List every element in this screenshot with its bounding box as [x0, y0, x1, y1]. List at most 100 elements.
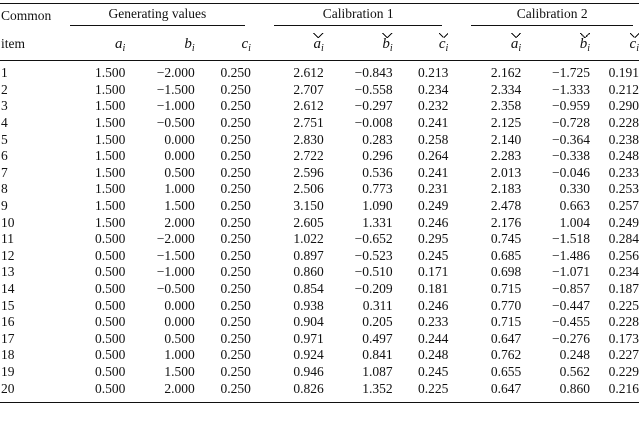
- value-cell: −1.500: [156, 81, 195, 97]
- item-number-cell: 19: [1, 363, 15, 379]
- value-cell: 0.000: [164, 297, 195, 313]
- value-cell: 0.231: [417, 181, 449, 197]
- column-gap: [251, 82, 268, 99]
- param-header-b-hat-2: bi: [579, 32, 591, 54]
- value-cell: 1.500: [94, 131, 126, 147]
- value-cell: 0.212: [608, 81, 639, 97]
- value-cell: 0.173: [608, 330, 639, 346]
- table-row: 9 1.500 1.500 0.250 3.150 1.090 0.249 2.478 0.66…: [0, 198, 639, 215]
- item-number-cell: 15: [1, 297, 15, 313]
- column-gap: [448, 148, 465, 165]
- column-gap: [448, 231, 465, 248]
- column-gap: [448, 181, 465, 198]
- value-cell: 0.248: [417, 347, 449, 363]
- table-row: 8 1.500 1.000 0.250 2.506 0.773 0.231 2.183 0.33…: [0, 181, 639, 198]
- table-row: 19 0.500 1.500 0.250 0.946 1.087 0.245 0.655 0.5…: [0, 364, 639, 381]
- value-cell: −0.558: [354, 81, 393, 97]
- value-cell: 2.722: [293, 148, 324, 164]
- column-gap: [448, 347, 465, 364]
- value-cell: 0.685: [490, 247, 522, 263]
- value-cell: 0.248: [559, 347, 591, 363]
- value-cell: 0.229: [608, 363, 639, 379]
- value-cell: 1.004: [559, 214, 591, 230]
- column-gap: [448, 248, 465, 265]
- column-gap: [448, 331, 465, 348]
- column-gap: [251, 380, 268, 402]
- value-cell: 0.897: [293, 247, 324, 263]
- value-cell: 2.830: [293, 131, 324, 147]
- value-cell: 0.228: [608, 314, 639, 330]
- column-gap: [448, 198, 465, 215]
- table-row: 11 0.500 −2.000 0.250 1.022 −0.652 0.295 0.745 −…: [0, 231, 639, 248]
- item-number-cell: 18: [1, 347, 15, 363]
- value-cell: 0.233: [417, 314, 449, 330]
- value-cell: 0.248: [608, 148, 639, 164]
- value-cell: −0.510: [354, 264, 393, 280]
- table-row: 6 1.500 0.000 0.250 2.722 0.296 0.264 2.283 −0.3…: [0, 148, 639, 165]
- value-cell: 2.283: [490, 148, 522, 164]
- value-cell: 0.698: [490, 264, 522, 280]
- value-cell: −0.209: [354, 281, 393, 297]
- value-cell: −0.523: [354, 247, 393, 263]
- value-cell: 3.150: [293, 198, 324, 214]
- item-number-cell: 13: [1, 264, 15, 280]
- item-number-cell: 2: [1, 81, 8, 97]
- value-cell: 0.245: [417, 247, 449, 263]
- value-cell: 0.258: [417, 131, 449, 147]
- value-cell: 0.655: [490, 363, 522, 379]
- value-cell: 0.234: [608, 264, 639, 280]
- value-cell: −2.000: [156, 231, 195, 247]
- item-number-cell: 10: [1, 214, 15, 230]
- value-cell: 0.500: [94, 330, 126, 346]
- value-cell: 0.971: [293, 330, 324, 346]
- item-number-cell: 4: [1, 115, 8, 131]
- item-number-cell: 8: [1, 181, 8, 197]
- value-cell: 2.125: [490, 115, 522, 131]
- table-row: 2 1.500 −1.500 0.250 2.707 −0.558 0.234 2.334 −1…: [0, 82, 639, 99]
- item-number-cell: 9: [1, 198, 8, 214]
- value-cell: 1.000: [164, 347, 195, 363]
- param-header-b-hat-1: bi: [382, 32, 393, 54]
- value-cell: 0.497: [362, 330, 393, 346]
- value-cell: −0.857: [552, 281, 591, 297]
- value-cell: −1.000: [156, 98, 195, 114]
- param-header-c-hat-2: ci: [629, 32, 639, 54]
- value-cell: 1.500: [164, 363, 195, 379]
- value-cell: 0.250: [220, 297, 251, 313]
- value-cell: 1.090: [362, 198, 393, 214]
- table-row: 4 1.500 −0.500 0.250 2.751 −0.008 0.241 2.125 −0…: [0, 115, 639, 132]
- value-cell: 0.924: [293, 347, 324, 363]
- item-number-cell: 5: [1, 131, 8, 147]
- value-cell: −1.333: [552, 81, 591, 97]
- value-cell: 1.087: [362, 363, 393, 379]
- value-cell: 0.500: [94, 247, 126, 263]
- value-cell: −0.500: [156, 115, 195, 131]
- value-cell: −0.364: [552, 131, 591, 147]
- column-gap: [251, 314, 268, 331]
- column-gap: [251, 264, 268, 281]
- value-cell: 0.250: [220, 363, 251, 379]
- value-cell: 0.715: [490, 314, 522, 330]
- value-cell: −0.500: [156, 281, 195, 297]
- item-number-cell: 11: [1, 231, 14, 247]
- item-number-cell: 6: [1, 148, 8, 164]
- value-cell: 1.022: [293, 231, 324, 247]
- column-gap: [448, 264, 465, 281]
- value-cell: 0.500: [164, 330, 195, 346]
- value-cell: 2.013: [490, 164, 522, 180]
- value-cell: 0.244: [417, 330, 449, 346]
- value-cell: 0.249: [608, 214, 639, 230]
- value-cell: 1.000: [164, 181, 195, 197]
- value-cell: 1.500: [94, 81, 126, 97]
- value-cell: 0.232: [417, 98, 449, 114]
- value-cell: 0.250: [220, 214, 251, 230]
- column-gap: [448, 314, 465, 331]
- value-cell: 0.213: [417, 65, 449, 81]
- column-gap: [251, 331, 268, 348]
- value-cell: 0.233: [608, 164, 639, 180]
- value-cell: 1.500: [94, 198, 126, 214]
- value-cell: 0.295: [417, 231, 449, 247]
- column-gap: [251, 181, 268, 198]
- value-cell: 2.751: [293, 115, 324, 131]
- value-cell: 2.612: [293, 98, 324, 114]
